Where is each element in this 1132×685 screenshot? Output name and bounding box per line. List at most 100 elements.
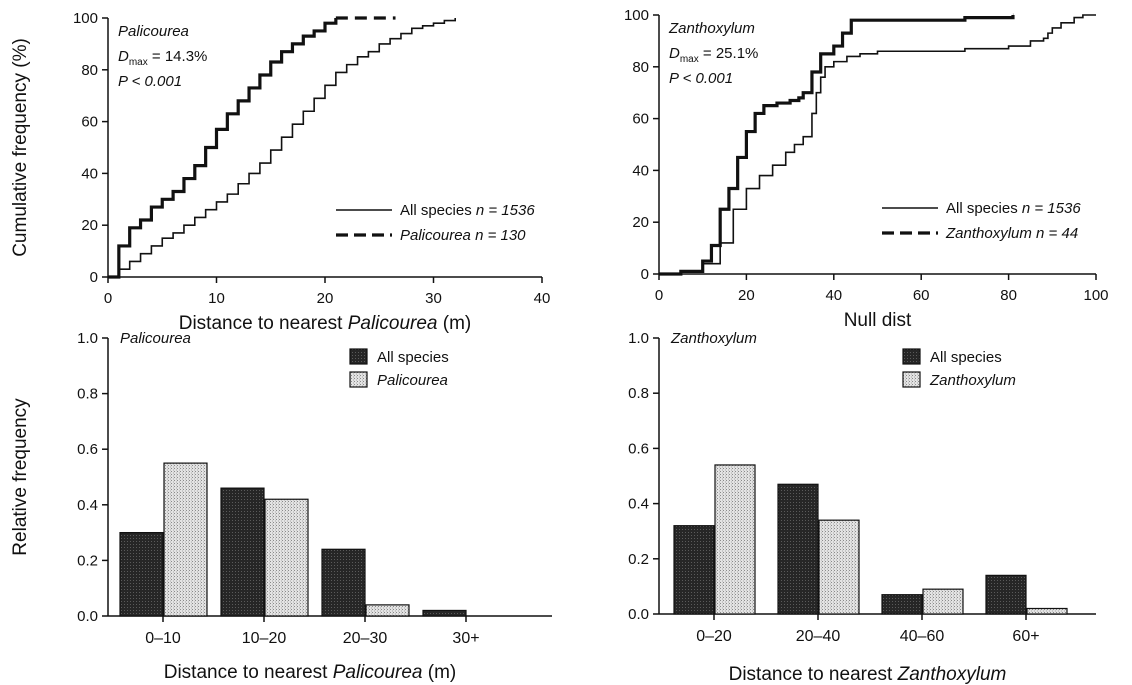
y-tick-label: 100: [73, 10, 98, 27]
panel-title: Zanthoxylum: [670, 330, 757, 347]
dmax-value: = 25.1%: [699, 45, 759, 62]
x-tick-label: 0: [655, 287, 663, 304]
y-tick-label: 0.4: [77, 497, 98, 514]
cdf-palicourea-panel: 0 20 40 60 80 100 0 10 20 30 40 Palicourea Dmax = 14…: [10, 10, 550, 334]
y-tick-label: 80: [632, 59, 649, 76]
annotation-p-value: P < 0.001: [669, 70, 733, 87]
bar-zanthoxylum: [1026, 607, 1068, 615]
y-tick-label: 20: [632, 214, 649, 231]
bar-all-species: [881, 594, 923, 615]
y-tick-label: 0.0: [77, 608, 98, 625]
legend-swatch: [902, 371, 921, 388]
y-tick-label: 1.0: [628, 330, 649, 347]
category-label: 10–20: [242, 630, 287, 647]
legend-label: Palicourea: [377, 372, 448, 389]
y-tick-label: 0.2: [77, 552, 98, 569]
bar-all-species: [777, 483, 819, 615]
bar-zanthoxylum-panel: 0.0 0.2 0.4 0.6 0.8 1.0 0–20 20–40 40–60 60+ Zanth…: [628, 330, 1096, 685]
x-tick-label: 40: [825, 287, 842, 304]
dmax-symbol: D: [669, 45, 680, 62]
x-tick-label: 30: [425, 290, 442, 307]
legend-swatch: [902, 348, 921, 365]
bar-zanthoxylum: [818, 519, 860, 615]
x-axis-label-part: Null dist: [844, 310, 912, 331]
bar-palicourea: [163, 462, 208, 617]
x-axis-label-part: (m): [438, 313, 472, 334]
legend-name: All species: [946, 200, 1018, 217]
y-tick-label: 60: [81, 114, 98, 131]
category-label: 30+: [452, 630, 479, 647]
bar-all-species: [985, 574, 1027, 615]
y-tick-label: 20: [81, 217, 98, 234]
category-label: 60+: [1012, 628, 1039, 645]
cdf-zanthoxylum-panel: 0 20 40 60 80 100 0 20 40 60 80 100 Zanthoxylum Dmax …: [624, 7, 1109, 331]
annotation-species: Palicourea: [118, 23, 189, 40]
bar-all-species: [220, 487, 265, 617]
legend-label: All species n = 1536: [946, 200, 1081, 217]
bar-all-species: [321, 548, 366, 617]
x-tick-label: 10: [208, 290, 225, 307]
y-tick-label: 0.0: [628, 606, 649, 623]
x-axis-label-part: Distance to nearest: [729, 664, 898, 685]
dmax-symbol: D: [118, 48, 129, 65]
legend-swatch: [349, 371, 368, 388]
category-label: 0–20: [696, 628, 732, 645]
y-tick-label: 1.0: [77, 330, 98, 347]
y-tick-label: 0: [641, 266, 649, 283]
legend-swatch: [349, 348, 368, 365]
legend-name: Zanthoxylum: [945, 225, 1032, 242]
x-axis-label: Null dist: [844, 310, 912, 331]
y-tick-label: 0.4: [628, 496, 649, 513]
x-axis-label: Distance to nearest Palicourea (m): [179, 313, 472, 334]
dmax-value: = 14.3%: [148, 48, 208, 65]
y-tick-label: 0.6: [77, 441, 98, 458]
y-tick-label: 100: [624, 7, 649, 24]
x-axis-label-part: (m): [423, 662, 457, 683]
panel-title: Palicourea: [120, 330, 191, 347]
x-axis-label-part: Zanthoxylum: [897, 664, 1007, 685]
category-label: 20–40: [796, 628, 841, 645]
legend-label: Zanthoxylum n = 44: [945, 225, 1078, 242]
bar-palicourea-panel: 0.0 0.2 0.4 0.6 0.8 1.0 0–10 10–20 20–30 30+ Palic…: [10, 330, 552, 683]
x-axis-label: Distance to nearest Zanthoxylum: [729, 664, 1007, 685]
x-axis-label: Distance to nearest Palicourea (m): [164, 662, 457, 683]
y-tick-label: 0.6: [628, 440, 649, 457]
legend-label: Zanthoxylum: [929, 372, 1016, 389]
annotation-p-value: P < 0.001: [118, 73, 182, 90]
x-tick-label: 100: [1083, 287, 1108, 304]
bar-palicourea: [264, 498, 309, 617]
y-tick-label: 0.2: [628, 551, 649, 568]
annotation-species: Zanthoxylum: [668, 20, 755, 37]
legend-n: n = 130: [475, 227, 526, 244]
bar-palicourea: [365, 604, 410, 617]
bar-zanthoxylum: [714, 464, 756, 615]
bar-all-species: [422, 609, 467, 617]
y-tick-label: 60: [632, 111, 649, 128]
bar-all-species: [119, 531, 164, 617]
legend-n: n = 1536: [476, 202, 535, 219]
annotation-dmax: Dmax = 14.3%: [118, 48, 207, 68]
series-all-species-line: [108, 18, 456, 278]
legend-label: All species n = 1536: [400, 202, 535, 219]
legend-n: n = 1536: [1022, 200, 1081, 217]
y-tick-label: 80: [81, 62, 98, 79]
legend-label: All species: [930, 349, 1002, 366]
y-tick-label: 0: [90, 269, 98, 286]
x-axis-label-part: Distance to nearest: [179, 313, 348, 334]
legend-label: All species: [377, 349, 449, 366]
x-tick-label: 20: [317, 290, 334, 307]
series-palicourea-line: [108, 18, 338, 279]
x-tick-label: 40: [534, 290, 551, 307]
x-tick-label: 20: [738, 287, 755, 304]
y-axis-label: Relative frequency: [10, 398, 31, 556]
series-zanthoxylum-line: [659, 15, 1015, 276]
x-axis-label-part: Palicourea: [348, 313, 438, 334]
x-axis-label-part: Distance to nearest: [164, 662, 333, 683]
dmax-subscript: max: [129, 57, 148, 68]
series-all-species-line: [659, 14, 1096, 275]
legend-label: Palicourea n = 130: [400, 227, 526, 244]
y-tick-label: 40: [81, 165, 98, 182]
bar-zanthoxylum: [922, 588, 964, 615]
x-tick-label: 0: [104, 290, 112, 307]
